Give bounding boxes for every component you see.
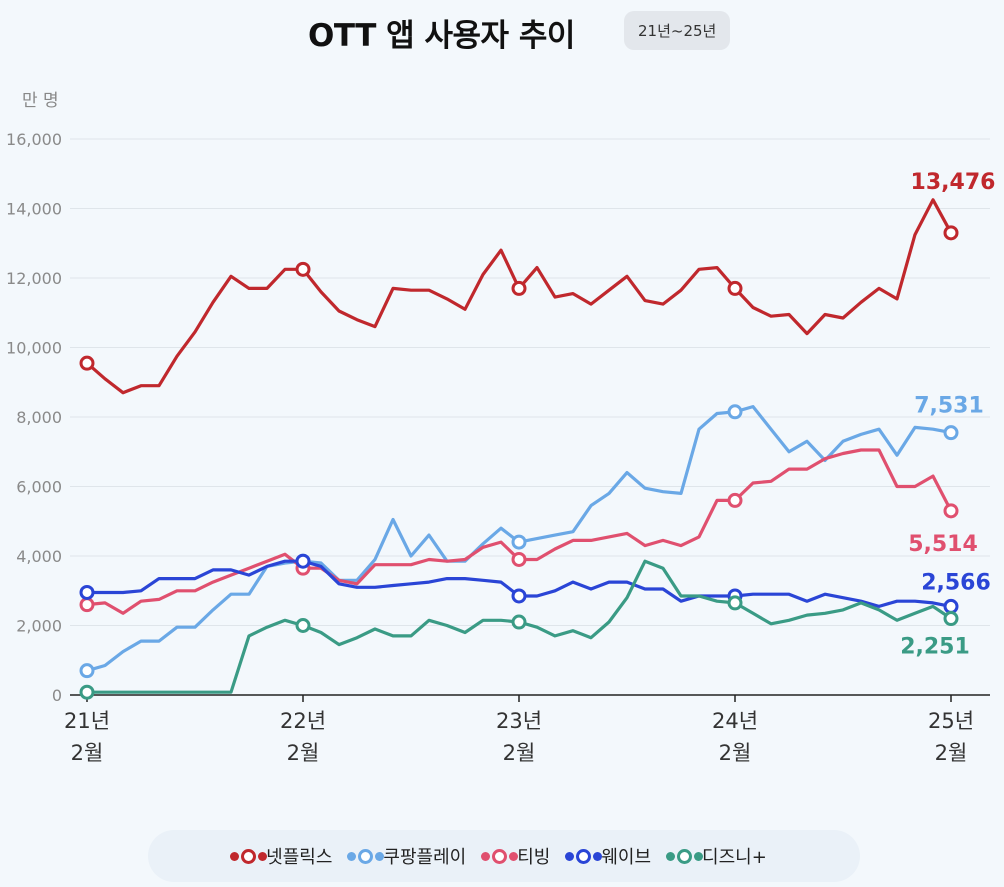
y-tick-label: 8,000 bbox=[16, 408, 62, 427]
legend-label: 넷플릭스 bbox=[266, 847, 333, 868]
data-point-marker bbox=[727, 280, 743, 296]
data-point-marker bbox=[79, 663, 95, 679]
legend-item-coupang-play[interactable]: 쿠팡플레이 bbox=[351, 843, 467, 869]
data-point-marker bbox=[79, 355, 95, 371]
y-tick-label: 2,000 bbox=[16, 617, 62, 636]
data-point-marker bbox=[295, 618, 311, 633]
y-axis-ticks: 0 2,000 4,000 6,000 8,000 10,000 12,000 14,000 1… bbox=[6, 130, 62, 705]
data-point-marker bbox=[727, 595, 743, 611]
x-tick-label-year: 22년 bbox=[280, 709, 326, 733]
data-point-marker bbox=[943, 503, 959, 519]
data-point-marker bbox=[511, 534, 527, 550]
legend-label: 티빙 bbox=[517, 847, 551, 868]
y-tick-label: 16,000 bbox=[6, 130, 62, 149]
series-lines bbox=[79, 198, 959, 700]
data-point-marker bbox=[79, 584, 95, 600]
legend: 넷플릭스 쿠팡플레이 티빙 웨이브 디즈니+ bbox=[148, 830, 860, 882]
x-tick-label-month: 2월 bbox=[503, 741, 536, 765]
data-point-marker bbox=[295, 261, 311, 277]
legend-label: 디즈니+ bbox=[702, 847, 767, 868]
x-tick-label-year: 25년 bbox=[928, 709, 974, 733]
legend-marker-icon bbox=[351, 848, 382, 864]
y-tick-label: 12,000 bbox=[6, 269, 62, 288]
data-point-marker bbox=[943, 225, 959, 241]
legend-item-wavve[interactable]: 웨이브 bbox=[569, 843, 652, 869]
y-tick-label: 0 bbox=[52, 686, 62, 705]
data-point-marker bbox=[79, 597, 95, 613]
data-point-marker bbox=[727, 492, 743, 508]
data-point-marker bbox=[727, 404, 743, 420]
legend-marker-icon bbox=[569, 848, 600, 864]
x-tick-label-month: 2월 bbox=[287, 741, 320, 765]
end-value-label: 13,476 bbox=[911, 170, 996, 195]
data-point-marker bbox=[511, 588, 527, 604]
legend-item-disney-plus[interactable]: 디즈니+ bbox=[670, 843, 767, 869]
grid-lines bbox=[70, 138, 990, 696]
chart-title: OTT 앱 사용자 추이 bbox=[308, 18, 575, 54]
x-tick-label-year: 23년 bbox=[496, 709, 542, 733]
data-point-marker bbox=[943, 598, 959, 614]
x-tick-label-month: 2월 bbox=[935, 741, 968, 765]
end-value-label: 2,251 bbox=[900, 635, 970, 660]
legend-marker-icon bbox=[485, 848, 516, 864]
y-tick-label: 6,000 bbox=[16, 478, 62, 497]
data-point-marker bbox=[943, 425, 959, 441]
data-point-marker bbox=[79, 684, 95, 700]
data-point-marker bbox=[295, 553, 311, 569]
y-axis-unit-label: 만 명 bbox=[22, 91, 59, 111]
end-value-label: 5,514 bbox=[908, 532, 978, 557]
legend-label: 웨이브 bbox=[601, 847, 652, 868]
y-tick-label: 10,000 bbox=[6, 339, 62, 358]
x-tick-label-year: 21년 bbox=[64, 709, 110, 733]
end-value-labels: 13,476 7,531 5,514 2,566 2,251 bbox=[900, 170, 995, 660]
end-value-label: 7,531 bbox=[914, 394, 984, 419]
legend-item-tving[interactable]: 티빙 bbox=[485, 843, 551, 869]
series-line-0 bbox=[85, 198, 953, 395]
period-badge: 21년~25년 bbox=[624, 11, 731, 50]
ott-users-line-chart: 0 2,000 4,000 6,000 8,000 10,000 12,000 14,000 1… bbox=[6, 130, 995, 765]
legend-marker-icon bbox=[234, 848, 265, 864]
data-point-marker bbox=[943, 611, 959, 627]
x-axis-ticks: 21년 2월 22년 2월 23년 2월 24년 2월 25년 2월 bbox=[64, 695, 974, 765]
y-tick-label: 4,000 bbox=[16, 547, 62, 566]
data-point-marker bbox=[511, 551, 527, 567]
data-point-marker bbox=[511, 280, 527, 296]
end-value-label: 2,566 bbox=[921, 570, 991, 595]
legend-label: 쿠팡플레이 bbox=[383, 847, 467, 868]
x-tick-label-year: 24년 bbox=[712, 709, 758, 733]
data-point-marker bbox=[511, 614, 527, 630]
x-tick-label-month: 2월 bbox=[719, 741, 752, 765]
legend-item-netflix[interactable]: 넷플릭스 bbox=[234, 843, 333, 869]
y-tick-label: 14,000 bbox=[6, 200, 62, 219]
legend-marker-icon bbox=[670, 848, 701, 864]
x-tick-label-month: 2월 bbox=[71, 741, 104, 765]
